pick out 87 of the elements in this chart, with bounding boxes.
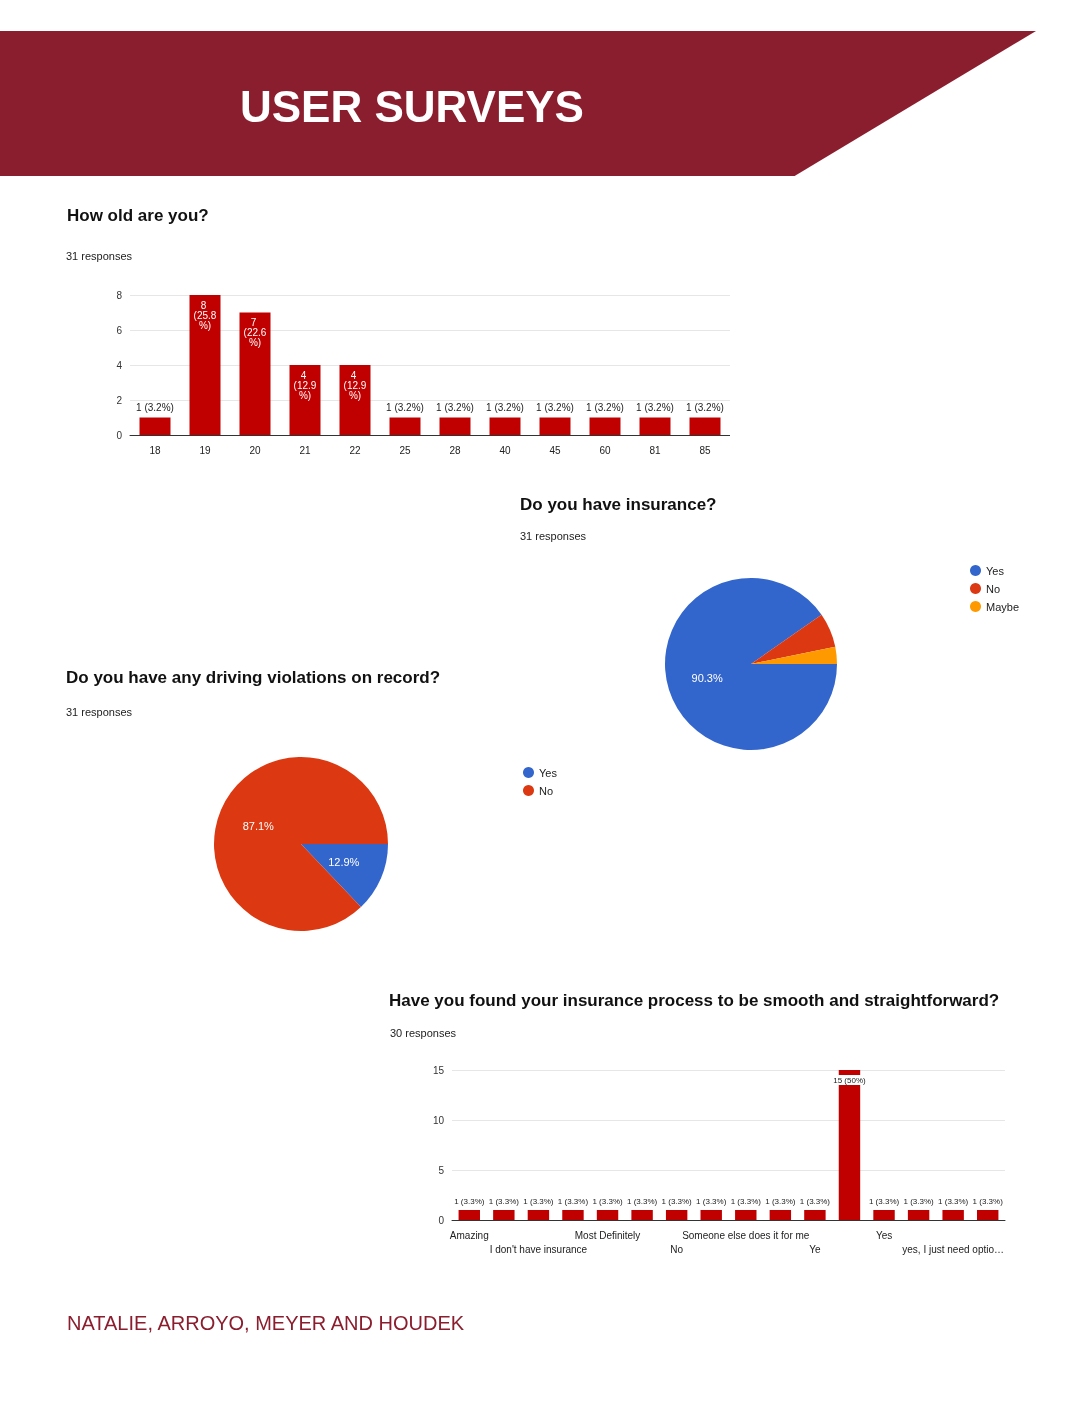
bar [639,417,671,435]
data-label: 1 (3.2%) [386,402,424,413]
data-label: 1 (3.3%) [661,1196,693,1206]
data-label: 4 (12.9%) [293,369,317,401]
data-label: 1 (3.3%) [592,1196,623,1206]
y-tick-label: 0 [438,1214,445,1226]
legend-label: No [539,784,554,797]
x-tick-label: Amazing [449,1229,489,1241]
data-label: 1 (3.2%) [486,402,524,413]
data-label: 4 (12.9%) [343,369,367,401]
data-label: 1 (3.3%) [799,1196,831,1206]
data-label: 1 (3.3%) [903,1196,935,1206]
x-tick-label: 22 [349,444,361,456]
y-tick-label: 0 [116,429,123,441]
text: NATALIE, ARROYO, MEYER AND HOUDEK [67,1312,465,1335]
bar [439,417,471,435]
legend-label: Maybe [986,600,1020,613]
y-tick-label: 6 [116,324,123,336]
chart-title: Do you have any driving violations on record? [66,668,441,688]
y-tick-label: 5 [438,1164,445,1176]
x-tick-label: 45 [549,444,561,456]
y-tick-label: 2 [116,394,123,406]
x-tick-label: 25 [399,444,411,456]
chart-subtitle: 30 responses [390,1027,457,1039]
bar [139,417,171,435]
x-tick-label: 21 [299,444,311,456]
data-label: 1 (3.2%) [136,402,174,413]
data-label: 1 (3.3%) [730,1196,762,1206]
x-tick-label: 40 [499,444,511,456]
y-tick-label: 8 [116,289,123,301]
data-label: 1 (3.3%) [765,1196,796,1206]
data-label: 1 (3.3%) [557,1196,589,1206]
x-tick-label: yes, I just need optio… [902,1243,1005,1255]
x-tick-label: 18 [149,444,161,456]
data-label: 1 (3.3%) [696,1196,727,1206]
text: USER SURVEYS [240,82,584,132]
bar [289,365,321,435]
data-label: 90.3% [691,671,723,684]
x-tick-label: 85 [699,444,711,456]
x-tick-label: 20 [249,444,261,456]
chart-title: Have you found your insurance process to be smooth and straightforward? [389,991,1000,1011]
text: 31 responses [66,706,133,718]
data-label: 1 (3.3%) [938,1196,969,1206]
data-label: 1 (3.3%) [972,1196,1004,1206]
chart-title: How old are you? [67,206,209,226]
bar [489,417,521,435]
data-label: 1 (3.3%) [454,1196,485,1206]
text: 31 responses [520,530,587,542]
data-label: 1 (3.2%) [536,402,574,413]
data-label: 1 (3.2%) [686,402,724,413]
data-label: 1 (3.2%) [586,402,624,413]
legend-label: No [986,582,1001,595]
bar [589,417,621,435]
x-tick-label: Ye [809,1243,821,1255]
data-label: 1 (3.3%) [868,1196,900,1206]
x-tick-label: I don't have insurance [489,1243,588,1255]
data-label: 15 (50%) [833,1075,867,1085]
data-label: 8 (25.8%) [193,299,217,331]
bar [539,417,571,435]
chart-subtitle: 31 responses [66,250,133,262]
data-label: 1 (3.2%) [436,402,474,413]
x-tick-label: 28 [449,444,461,456]
bar [239,312,271,435]
y-tick-label: 10 [432,1114,445,1126]
bar [339,365,371,435]
bar [189,295,221,435]
data-label: 1 (3.2%) [636,402,674,413]
data-label: 1 (3.3%) [488,1196,520,1206]
chart-title: Do you have insurance? [520,495,717,515]
y-tick-label: 15 [432,1064,445,1076]
x-tick-label: 19 [199,444,211,456]
x-tick-label: 81 [649,444,661,456]
bar [689,417,721,435]
data-label: 7 (22.6%) [243,317,267,348]
data-label: 1 (3.3%) [626,1196,658,1206]
legend-label: Yes [539,766,558,779]
legend-label: Yes [986,564,1005,577]
x-tick-label: 60 [599,444,611,456]
data-label: 12.9% [328,856,360,869]
y-tick-label: 4 [116,359,123,371]
bar [389,417,421,435]
x-tick-label: Someone else does it for me [682,1229,810,1241]
x-tick-label: No [670,1243,684,1255]
x-tick-label: Most Definitely [574,1229,641,1241]
data-label: 87.1% [242,819,275,832]
data-label: 1 (3.3%) [523,1196,554,1206]
x-tick-label: Yes [875,1229,893,1241]
